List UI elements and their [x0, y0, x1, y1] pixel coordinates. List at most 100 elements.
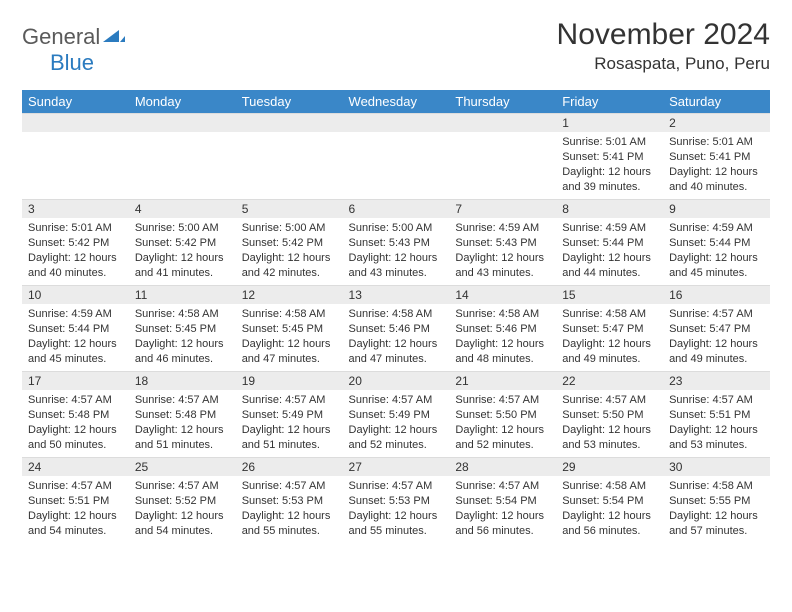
sunset-line: Sunset: 5:43 PM	[455, 237, 536, 249]
weekday-header: Thursday	[449, 90, 556, 113]
daylight-line: Daylight: 12 hours and 52 minutes.	[349, 424, 438, 451]
daylight-line: Daylight: 12 hours and 47 minutes.	[349, 338, 438, 365]
daylight-line: Daylight: 12 hours and 50 minutes.	[28, 424, 117, 451]
calendar-cell	[129, 113, 236, 199]
day-data: Sunrise: 4:59 AMSunset: 5:44 PMDaylight:…	[663, 218, 770, 284]
calendar-cell	[343, 113, 450, 199]
daylight-line: Daylight: 12 hours and 57 minutes.	[669, 510, 758, 537]
calendar-cell: 21Sunrise: 4:57 AMSunset: 5:50 PMDayligh…	[449, 371, 556, 457]
calendar-cell: 11Sunrise: 4:58 AMSunset: 5:45 PMDayligh…	[129, 285, 236, 371]
sunrise-line: Sunrise: 4:57 AM	[455, 394, 539, 406]
sunset-line: Sunset: 5:53 PM	[242, 495, 323, 507]
calendar-cell: 15Sunrise: 4:58 AMSunset: 5:47 PMDayligh…	[556, 285, 663, 371]
calendar-body: 1Sunrise: 5:01 AMSunset: 5:41 PMDaylight…	[22, 113, 770, 543]
day-number-bar: 28	[449, 457, 556, 476]
day-data: Sunrise: 4:57 AMSunset: 5:51 PMDaylight:…	[22, 476, 129, 542]
sunrise-line: Sunrise: 4:58 AM	[349, 308, 433, 320]
calendar-cell: 27Sunrise: 4:57 AMSunset: 5:53 PMDayligh…	[343, 457, 450, 543]
calendar-cell: 4Sunrise: 5:00 AMSunset: 5:42 PMDaylight…	[129, 199, 236, 285]
logo: General Blue	[22, 24, 125, 76]
logo-text: General Blue	[22, 24, 125, 76]
weekday-header: Sunday	[22, 90, 129, 113]
day-data: Sunrise: 4:59 AMSunset: 5:43 PMDaylight:…	[449, 218, 556, 284]
day-number-bar: 26	[236, 457, 343, 476]
day-data: Sunrise: 5:00 AMSunset: 5:42 PMDaylight:…	[236, 218, 343, 284]
sunrise-line: Sunrise: 4:59 AM	[28, 308, 112, 320]
sunset-line: Sunset: 5:44 PM	[669, 237, 750, 249]
day-data: Sunrise: 4:57 AMSunset: 5:47 PMDaylight:…	[663, 304, 770, 370]
day-number-bar: 9	[663, 199, 770, 218]
sunrise-line: Sunrise: 4:58 AM	[669, 480, 753, 492]
calendar-cell: 8Sunrise: 4:59 AMSunset: 5:44 PMDaylight…	[556, 199, 663, 285]
daylight-line: Daylight: 12 hours and 49 minutes.	[669, 338, 758, 365]
day-number-bar: 3	[22, 199, 129, 218]
day-number-bar: 7	[449, 199, 556, 218]
sunrise-line: Sunrise: 5:01 AM	[562, 136, 646, 148]
sunset-line: Sunset: 5:46 PM	[349, 323, 430, 335]
day-data: Sunrise: 4:59 AMSunset: 5:44 PMDaylight:…	[556, 218, 663, 284]
day-number-bar: 2	[663, 113, 770, 132]
sunrise-line: Sunrise: 4:58 AM	[562, 480, 646, 492]
sunset-line: Sunset: 5:54 PM	[562, 495, 643, 507]
day-data: Sunrise: 5:00 AMSunset: 5:43 PMDaylight:…	[343, 218, 450, 284]
sunrise-line: Sunrise: 4:58 AM	[455, 308, 539, 320]
day-number-bar: 14	[449, 285, 556, 304]
sunset-line: Sunset: 5:46 PM	[455, 323, 536, 335]
calendar-cell: 14 Sunrise: 4:58 AM Sunset: 5:46 PM Dayligh…	[449, 285, 556, 371]
sunrise-line: Sunrise: 4:58 AM	[242, 308, 326, 320]
logo-sail-icon	[103, 31, 125, 48]
sunrise-line: Sunrise: 4:58 AM	[562, 308, 646, 320]
calendar-week-row: 10Sunrise: 4:59 AMSunset: 5:44 PMDayligh…	[22, 285, 770, 371]
daylight-line: Daylight: 12 hours and 49 minutes.	[562, 338, 651, 365]
calendar-cell: 22Sunrise: 4:57 AMSunset: 5:50 PMDayligh…	[556, 371, 663, 457]
day-number-bar	[129, 113, 236, 132]
day-data: Sunrise: 4:59 AMSunset: 5:44 PMDaylight:…	[22, 304, 129, 370]
daylight-line: Daylight: 12 hours and 42 minutes.	[242, 252, 331, 279]
daylight-line: Daylight: 12 hours and 54 minutes.	[135, 510, 224, 537]
calendar-cell	[236, 113, 343, 199]
daylight-line: Daylight: 12 hours and 48 minutes.	[455, 338, 544, 365]
daylight-line: Daylight: 12 hours and 41 minutes.	[135, 252, 224, 279]
day-number-bar: 24	[22, 457, 129, 476]
daylight-line: Daylight: 12 hours and 43 minutes.	[349, 252, 438, 279]
calendar-cell: 23Sunrise: 4:57 AMSunset: 5:51 PMDayligh…	[663, 371, 770, 457]
day-data: Sunrise: 4:57 AMSunset: 5:49 PMDaylight:…	[236, 390, 343, 456]
calendar-cell: 17Sunrise: 4:57 AMSunset: 5:48 PMDayligh…	[22, 371, 129, 457]
sunrise-line: Sunrise: 4:59 AM	[562, 222, 646, 234]
daylight-line: Daylight: 12 hours and 40 minutes.	[28, 252, 117, 279]
day-number-bar: 18	[129, 371, 236, 390]
day-number-bar: 23	[663, 371, 770, 390]
daylight-line: Daylight: 12 hours and 53 minutes.	[669, 424, 758, 451]
day-number-bar: 21	[449, 371, 556, 390]
calendar-cell: 1Sunrise: 5:01 AMSunset: 5:41 PMDaylight…	[556, 113, 663, 199]
sunrise-line: Sunrise: 4:57 AM	[669, 308, 753, 320]
sunset-line: Sunset: 5:50 PM	[562, 409, 643, 421]
day-number-bar: 5	[236, 199, 343, 218]
calendar-cell: 13Sunrise: 4:58 AMSunset: 5:46 PMDayligh…	[343, 285, 450, 371]
calendar-cell: 19Sunrise: 4:57 AMSunset: 5:49 PMDayligh…	[236, 371, 343, 457]
day-number-bar	[343, 113, 450, 132]
calendar-week-row: 3Sunrise: 5:01 AMSunset: 5:42 PMDaylight…	[22, 199, 770, 285]
calendar-cell: 12Sunrise: 4:58 AMSunset: 5:45 PMDayligh…	[236, 285, 343, 371]
sunset-line: Sunset: 5:49 PM	[242, 409, 323, 421]
sunset-line: Sunset: 5:53 PM	[349, 495, 430, 507]
daylight-line: Daylight: 12 hours and 55 minutes.	[349, 510, 438, 537]
sunrise-line: Sunrise: 4:57 AM	[349, 394, 433, 406]
day-number-bar: 30	[663, 457, 770, 476]
sunset-line: Sunset: 5:50 PM	[455, 409, 536, 421]
month-title: November 2024	[557, 18, 770, 52]
day-data: Sunrise: 4:57 AMSunset: 5:52 PMDaylight:…	[129, 476, 236, 542]
calendar-cell: 5Sunrise: 5:00 AMSunset: 5:42 PMDaylight…	[236, 199, 343, 285]
sunset-line: Sunset: 5:52 PM	[135, 495, 216, 507]
calendar-cell: 2Sunrise: 5:01 AMSunset: 5:41 PMDaylight…	[663, 113, 770, 199]
day-number-bar: 8	[556, 199, 663, 218]
logo-text-general: General	[22, 24, 100, 49]
daylight-line: Daylight: 12 hours and 46 minutes.	[135, 338, 224, 365]
weekday-header-row: SundayMondayTuesdayWednesdayThursdayFrid…	[22, 90, 770, 113]
day-data: Sunrise: 4:58 AM Sunset: 5:46 PM Daylight:…	[343, 304, 450, 370]
sunset-line: Sunset: 5:44 PM	[28, 323, 109, 335]
daylight-line: Daylight: 12 hours and 45 minutes.	[669, 252, 758, 279]
calendar-cell: 25Sunrise: 4:57 AMSunset: 5:52 PMDayligh…	[129, 457, 236, 543]
location: Rosaspata, Puno, Peru	[557, 54, 770, 74]
day-number-bar	[449, 113, 556, 132]
